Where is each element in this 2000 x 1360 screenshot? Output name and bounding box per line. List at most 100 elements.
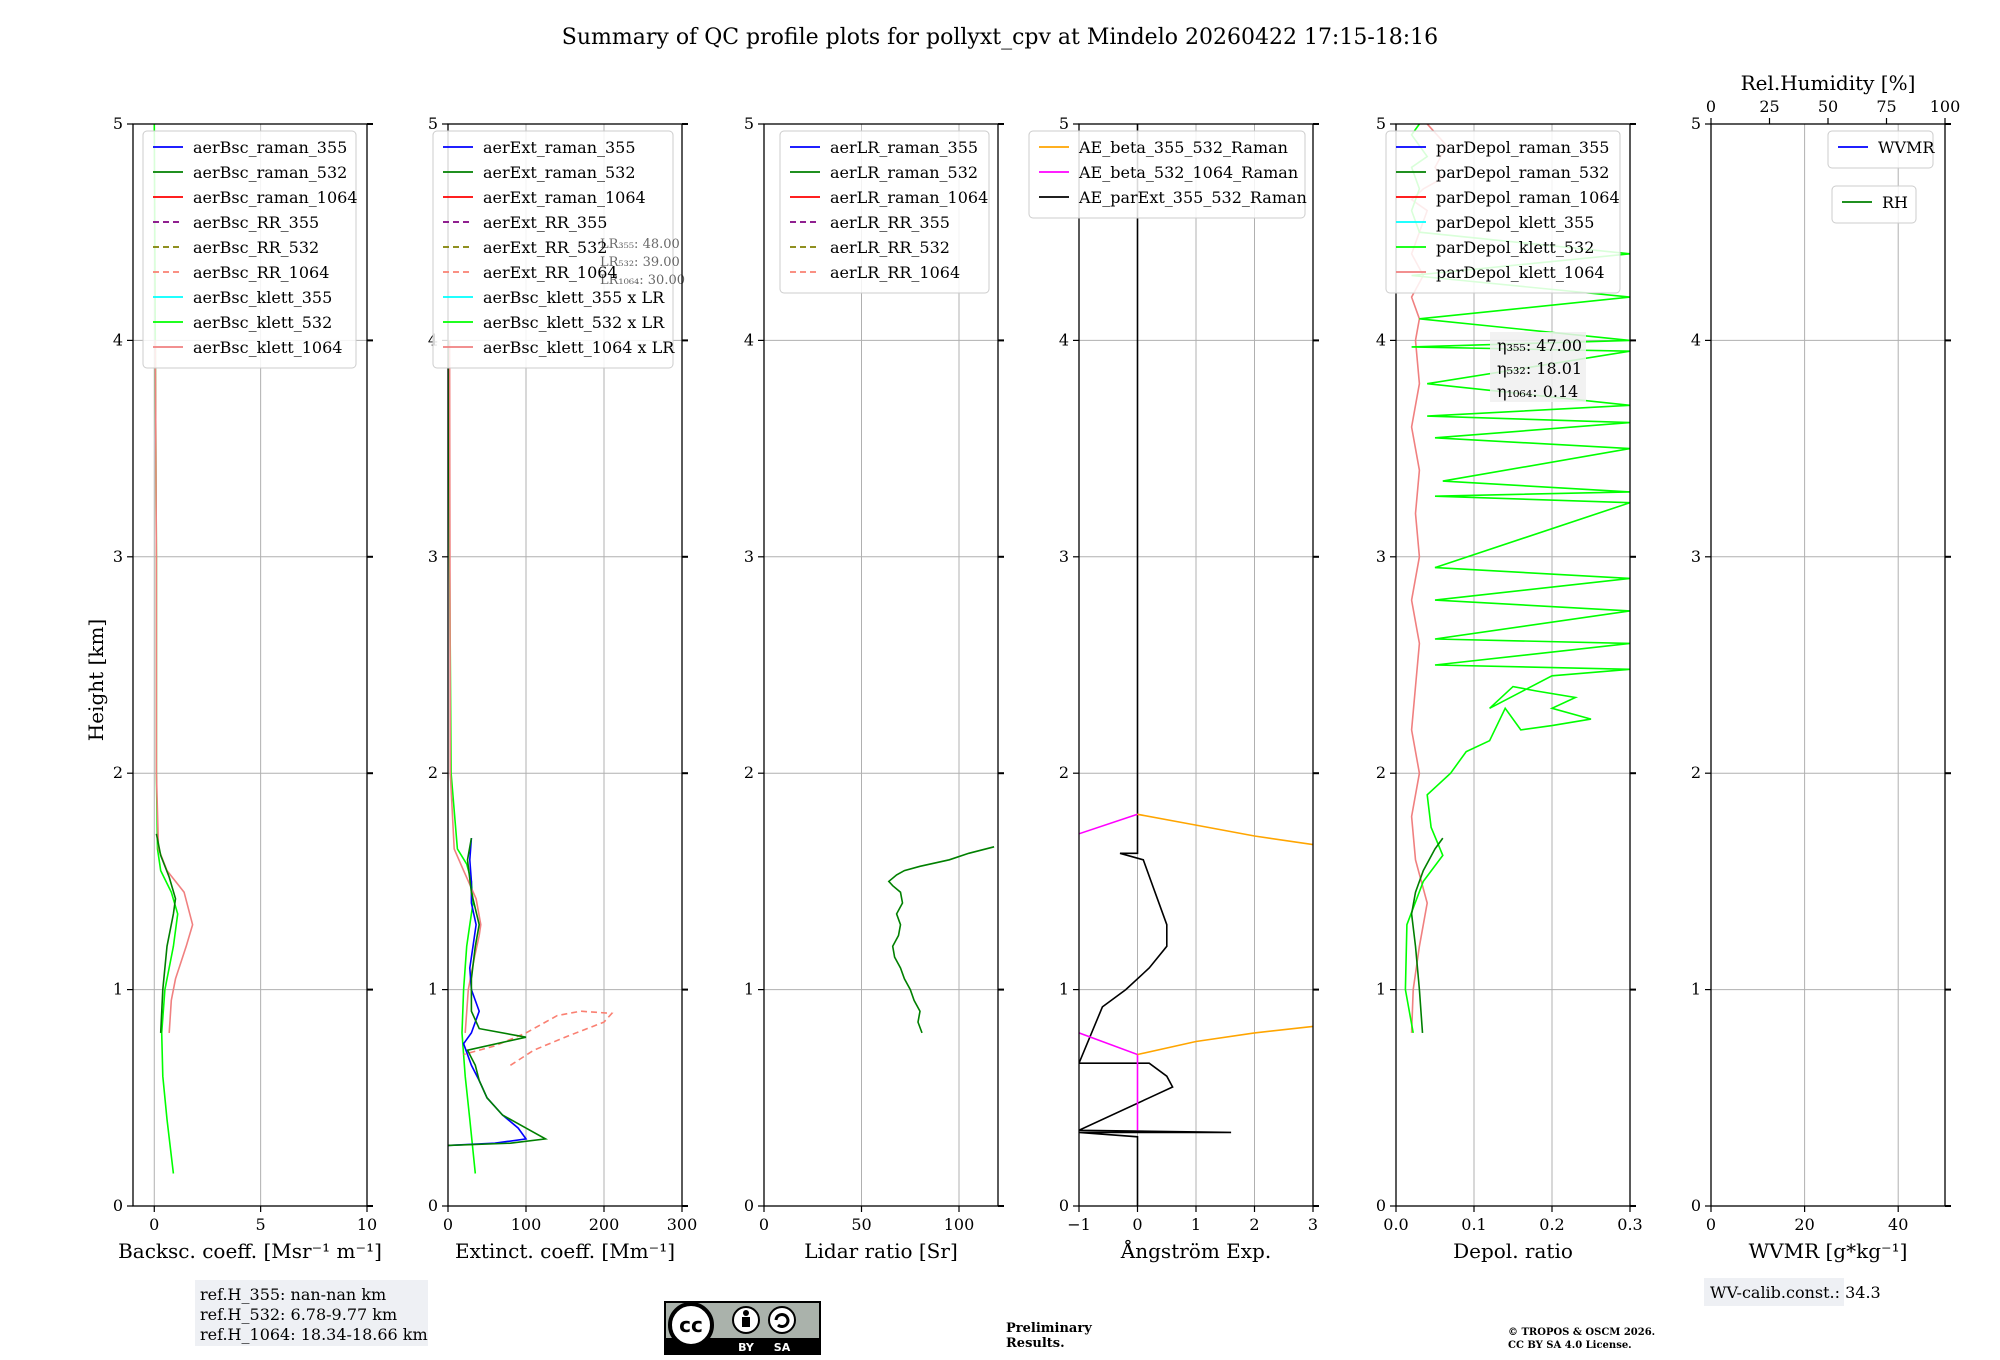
x-tick-label: 100 <box>511 1215 542 1234</box>
wv-calib-box <box>1704 1278 1844 1306</box>
series-aerBsc_klett_532 x LR <box>448 340 477 1174</box>
legend-label: AE_beta_355_532_Raman <box>1078 138 1288 157</box>
y-tick-label: 4 <box>1691 330 1701 349</box>
series-aerLR_raman_532 <box>887 846 995 1034</box>
copyright-note: CC BY SA 4.0 License. <box>1508 1340 1632 1351</box>
legend-box <box>1831 185 1917 224</box>
top-x-tick-label: 75 <box>1876 97 1896 116</box>
axes-frame <box>1395 123 1631 1207</box>
y-tick-label: 3 <box>428 547 438 566</box>
x-axis-label: WVMR [g*kg⁻¹] <box>1749 1239 1908 1263</box>
legend-label: parDepol_raman_355 <box>1436 138 1609 157</box>
x-axis-label: Extinct. coeff. [Mm⁻¹] <box>455 1239 675 1263</box>
legend-label: aerLR_RR_1064 <box>830 263 960 282</box>
legend: aerBsc_raman_355 aerBsc_raman_532 aerBsc_r… <box>142 130 358 369</box>
x-tick-label: 0 <box>1706 1215 1716 1234</box>
legend-label: aerExt_raman_532 <box>483 163 636 182</box>
eta-label: η₅₃₂: 18.01 <box>1497 359 1582 378</box>
x-tick-label: 0 <box>1132 1215 1142 1234</box>
legend: aerLR_raman_355 aerLR_raman_532 aerLR_rama… <box>779 130 990 294</box>
legend: parDepol_raman_355 parDepol_raman_532 parD… <box>1385 130 1621 294</box>
series-group <box>887 846 995 1034</box>
y-tick-label: 5 <box>113 114 123 133</box>
y-tick-label: 1 <box>1059 980 1069 999</box>
y-tick-label: 0 <box>1376 1196 1386 1215</box>
x-tick-label: 300 <box>667 1215 698 1234</box>
axes-frame <box>1710 123 1946 1207</box>
legend-label: aerLR_RR_532 <box>830 238 950 257</box>
y-tick-label: 1 <box>1691 980 1701 999</box>
legend-label: aerBsc_klett_532 <box>193 313 332 332</box>
legend-label: aerLR_raman_355 <box>830 138 978 157</box>
series-AE_parExt_355_532_Raman <box>1079 124 1232 1206</box>
cc-icon-text: cc <box>679 1313 703 1337</box>
y-tick-label: 3 <box>1376 547 1386 566</box>
legend-box <box>779 130 990 294</box>
series-parDepol_raman_532 <box>1410 837 1444 1033</box>
x-tick-label: −1 <box>1067 1215 1091 1234</box>
y-tick-label: 1 <box>113 980 123 999</box>
legend-label: aerBsc_klett_1064 <box>193 338 342 357</box>
y-tick-label: 4 <box>1376 330 1386 349</box>
legend-label: parDepol_raman_532 <box>1436 163 1609 182</box>
lr-label: LR₁₀₆₄: 30.00 <box>600 273 685 288</box>
refh-label: ref.H_355: nan-nan km <box>200 1285 386 1304</box>
y-tick-label: 4 <box>113 330 123 349</box>
legend-label: aerBsc_RR_1064 <box>193 263 329 282</box>
x-tick-label: 0.3 <box>1617 1215 1642 1234</box>
x-tick-label: 0 <box>443 1215 453 1234</box>
x-tick-label: 0 <box>149 1215 159 1234</box>
preliminary-note: Preliminary <box>1006 1321 1092 1336</box>
y-tick-label: 1 <box>744 980 754 999</box>
axes-frame <box>763 123 999 1207</box>
x-tick-label: 20 <box>1794 1215 1814 1234</box>
panel-ext: 0100200300012345Extinct. coeff. [Mm⁻¹]ae… <box>428 114 697 1263</box>
legend-label: aerExt_RR_1064 <box>483 263 618 282</box>
y-tick-label: 2 <box>1691 763 1701 782</box>
top-x-tick-label: 100 <box>1930 97 1961 116</box>
y-tick-label: 2 <box>1059 763 1069 782</box>
y-tick-label: 5 <box>1059 114 1069 133</box>
by-person-head <box>743 1310 749 1316</box>
series-group <box>153 124 194 1174</box>
y-tick-label: 4 <box>1059 330 1069 349</box>
legend-label: AE_beta_532_1064_Raman <box>1078 163 1298 182</box>
axes-frame <box>447 123 683 1207</box>
panel-wv: 0 20 40 0 1 2 3 4 5 WVMR [g*kg⁻¹] 0 25 50 75 100 Rel.Hu… <box>1691 71 1960 1263</box>
series-aerExt_raman_355 <box>448 838 528 1147</box>
legend-label: WVMR <box>1878 138 1935 157</box>
legend: AE_beta_355_532_Raman AE_beta_532_1064_Ra… <box>1028 130 1307 219</box>
refh-box <box>195 1280 428 1346</box>
series-AE_beta_355_532_Raman_upper <box>1137 813 1313 846</box>
y-tick-label: 5 <box>744 114 754 133</box>
x-tick-label: 40 <box>1888 1215 1908 1234</box>
legend-label: aerLR_raman_1064 <box>830 188 988 207</box>
legend-label: aerExt_raman_1064 <box>483 188 646 207</box>
y-tick-label: 1 <box>428 980 438 999</box>
refh-label: ref.H_1064: 18.34-18.66 km <box>200 1325 428 1344</box>
x-tick-label: 100 <box>944 1215 975 1234</box>
eta-label: η₃₅₅: 47.00 <box>1497 336 1582 355</box>
panel-bsc: 0 5 10 0 1 2 3 4 5 Backsc. coeff. [Msr⁻¹ m⁻¹] aerB… <box>113 114 382 1263</box>
x-tick-label: 0.1 <box>1461 1215 1486 1234</box>
x-tick-label: 3 <box>1308 1215 1318 1234</box>
y-tick-label: 1 <box>1376 980 1386 999</box>
sa-icon <box>768 1306 796 1334</box>
top-x-axis-label: Rel.Humidity [%] <box>1741 71 1916 95</box>
lr-label: LR₅₃₂: 39.00 <box>600 255 680 270</box>
y-tick-label: 5 <box>1691 114 1701 133</box>
legend-label: RH <box>1882 193 1908 212</box>
cc-by-sa-badge: cc BY SA <box>664 1301 821 1355</box>
cc-by-text: BY <box>738 1341 755 1354</box>
legend-label: parDepol_raman_1064 <box>1436 188 1620 207</box>
series-group <box>1079 124 1313 1206</box>
by-person-body <box>742 1317 750 1327</box>
legend-box <box>1827 130 1934 169</box>
copyright-note: © TROPOS & OSCM 2026. <box>1508 1327 1655 1338</box>
x-tick-label: 0 <box>759 1215 769 1234</box>
legend-label: aerBsc_raman_355 <box>193 138 347 157</box>
x-axis-label: Lidar ratio [Sr] <box>804 1239 958 1263</box>
